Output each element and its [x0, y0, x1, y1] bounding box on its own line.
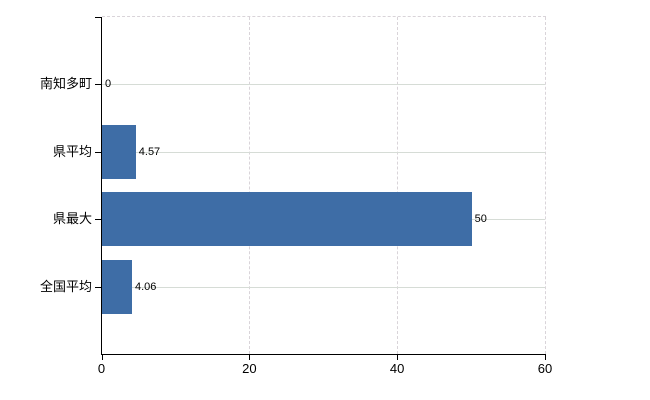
y-tick: [95, 219, 101, 221]
x-gridline: [396, 17, 398, 354]
category-label: 全国平均: [39, 278, 92, 294]
x-tick-label: 0: [97, 361, 106, 376]
x-tick: [545, 355, 546, 360]
category-label: 県平均: [52, 143, 92, 159]
x-tick: [249, 355, 251, 360]
bar: [102, 259, 132, 314]
x-axis-line: [101, 354, 546, 355]
plot-top-border: [102, 16, 546, 17]
y-gridline: [102, 84, 545, 86]
y-axis-line: [101, 17, 102, 355]
y-tick: [95, 84, 101, 86]
y-gridline: [102, 151, 545, 153]
x-gridline: [544, 17, 546, 354]
category-label: 南知多町: [39, 76, 92, 92]
category-label: 県最大: [52, 211, 92, 227]
bar-value-label: 50: [474, 213, 487, 226]
y-gridline: [102, 286, 545, 288]
x-tick: [397, 355, 399, 360]
y-tick: [95, 151, 101, 153]
bar: [102, 124, 136, 179]
bar-value-label: 0: [105, 78, 112, 91]
x-tick: [101, 355, 103, 360]
bar-value-label: 4.06: [135, 280, 157, 293]
bar: [102, 192, 472, 247]
x-tick-label: 40: [389, 361, 405, 376]
bar-value-label: 4.57: [138, 145, 161, 158]
x-gridline: [248, 17, 250, 354]
x-tick-label: 20: [242, 361, 257, 376]
x-tick-label: 60: [537, 361, 553, 376]
y-tick: [95, 286, 101, 288]
axis-top-tick: [95, 17, 101, 18]
